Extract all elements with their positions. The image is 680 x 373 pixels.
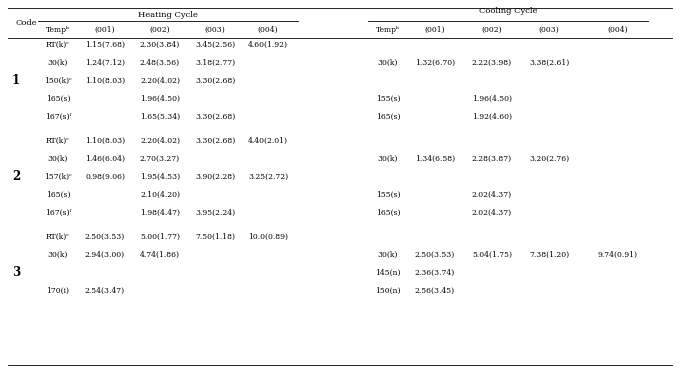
Text: 167(s)ᶠ: 167(s)ᶠ [45,209,71,217]
Text: 2.20(4.02): 2.20(4.02) [140,137,180,145]
Text: 1.92(4.60): 1.92(4.60) [472,113,512,121]
Text: 1.10(8.03): 1.10(8.03) [85,137,125,145]
Text: 145(n): 145(n) [375,269,401,277]
Text: 1.96(4.50): 1.96(4.50) [140,95,180,103]
Text: 30(k): 30(k) [48,59,68,67]
Text: 3.30(2.68): 3.30(2.68) [195,137,235,145]
Text: 3.18(2.77): 3.18(2.77) [195,59,235,67]
Text: 170(i): 170(i) [46,287,69,295]
Text: 2.50(3.53): 2.50(3.53) [415,251,455,259]
Text: 1.96(4.50): 1.96(4.50) [472,95,512,103]
Text: 30(k): 30(k) [48,251,68,259]
Text: 2.36(3.74): 2.36(3.74) [415,269,455,277]
Text: 2.28(3.87): 2.28(3.87) [472,155,512,163]
Text: (001): (001) [95,25,116,34]
Text: 30(k): 30(k) [378,155,398,163]
Text: (003): (003) [205,25,225,34]
Text: 1.95(4.53): 1.95(4.53) [140,173,180,181]
Text: 167(s)ᶠ: 167(s)ᶠ [45,113,71,121]
Text: 165(s): 165(s) [46,191,70,199]
Text: Tempᵇ: Tempᵇ [376,25,400,34]
Text: Code: Code [16,19,37,27]
Text: 4.40(2.01): 4.40(2.01) [248,137,288,145]
Text: 30(k): 30(k) [48,155,68,163]
Text: (004): (004) [258,25,278,34]
Text: Tempᵇ: Tempᵇ [46,25,70,34]
Text: RT(k)ᶜ: RT(k)ᶜ [46,137,70,145]
Text: 1.34(6.58): 1.34(6.58) [415,155,455,163]
Text: 7.50(1.18): 7.50(1.18) [195,233,235,241]
Text: 9.74(0.91): 9.74(0.91) [598,251,638,259]
Text: 2.54(3.47): 2.54(3.47) [85,287,125,295]
Text: (002): (002) [481,25,503,34]
Text: (004): (004) [608,25,628,34]
Text: 1: 1 [12,75,20,88]
Text: 157(k)ᶜ: 157(k)ᶜ [44,173,72,181]
Text: 2.02(4.37): 2.02(4.37) [472,209,512,217]
Text: 3: 3 [12,266,20,279]
Text: 3.30(2.68): 3.30(2.68) [195,113,235,121]
Text: 2: 2 [12,170,20,184]
Text: 2.70(3.27): 2.70(3.27) [140,155,180,163]
Text: 3.25(2.72): 3.25(2.72) [248,173,288,181]
Text: 2.20(4.02): 2.20(4.02) [140,77,180,85]
Text: 150(k)ᶜ: 150(k)ᶜ [44,77,72,85]
Text: 2.22(3.98): 2.22(3.98) [472,59,512,67]
Text: 3.95(2.24): 3.95(2.24) [195,209,235,217]
Text: 2.30(3.84): 2.30(3.84) [140,41,180,49]
Text: 0.98(9.06): 0.98(9.06) [85,173,125,181]
Text: Heating Cycle: Heating Cycle [138,11,198,19]
Text: 2.94(3.00): 2.94(3.00) [85,251,125,259]
Text: 1.98(4.47): 1.98(4.47) [140,209,180,217]
Text: 30(k): 30(k) [378,59,398,67]
Text: 165(s): 165(s) [376,113,401,121]
Text: 7.38(1.20): 7.38(1.20) [529,251,569,259]
Text: 2.48(3.56): 2.48(3.56) [140,59,180,67]
Text: 3.30(2.68): 3.30(2.68) [195,77,235,85]
Text: 4.74(1.86): 4.74(1.86) [140,251,180,259]
Text: 1.65(5.34): 1.65(5.34) [140,113,180,121]
Text: (001): (001) [425,25,445,34]
Text: 1.15(7.68): 1.15(7.68) [85,41,125,49]
Text: 165(s): 165(s) [376,209,401,217]
Text: 30(k): 30(k) [378,251,398,259]
Text: 1.46(6.04): 1.46(6.04) [85,155,125,163]
Text: 2.56(3.45): 2.56(3.45) [415,287,455,295]
Text: 3.90(2.28): 3.90(2.28) [195,173,235,181]
Text: 3.38(2.61): 3.38(2.61) [529,59,569,67]
Text: 2.10(4.20): 2.10(4.20) [140,191,180,199]
Text: 2.50(3.53): 2.50(3.53) [85,233,125,241]
Text: 10.0(0.89): 10.0(0.89) [248,233,288,241]
Text: 155(s): 155(s) [376,191,401,199]
Text: 1.10(8.03): 1.10(8.03) [85,77,125,85]
Text: Cooling Cycle: Cooling Cycle [479,7,537,15]
Text: 3.20(2.76): 3.20(2.76) [529,155,569,163]
Text: 5.00(1.77): 5.00(1.77) [140,233,180,241]
Text: 4.60(1.92): 4.60(1.92) [248,41,288,49]
Text: 2.02(4.37): 2.02(4.37) [472,191,512,199]
Text: (003): (003) [539,25,560,34]
Text: 155(s): 155(s) [376,95,401,103]
Text: 5.04(1.75): 5.04(1.75) [472,251,512,259]
Text: (002): (002) [150,25,170,34]
Text: 3.45(2.56): 3.45(2.56) [195,41,235,49]
Text: 150(n): 150(n) [375,287,401,295]
Text: RT(k)ᶜ: RT(k)ᶜ [46,41,70,49]
Text: RT(k)ᶜ: RT(k)ᶜ [46,233,70,241]
Text: 1.24(7.12): 1.24(7.12) [85,59,125,67]
Text: 1.32(6.70): 1.32(6.70) [415,59,455,67]
Text: 165(s): 165(s) [46,95,70,103]
